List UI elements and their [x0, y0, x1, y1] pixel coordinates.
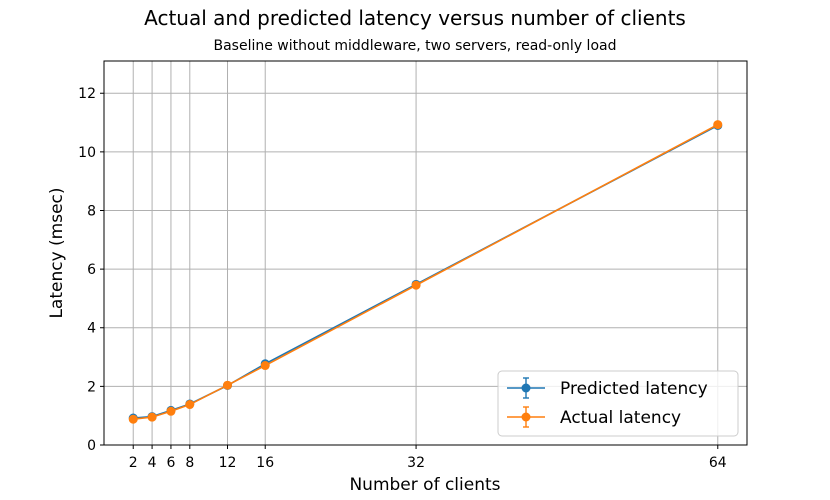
- legend: Predicted latency Actual latency: [497, 370, 739, 437]
- legend-marker: [521, 383, 531, 393]
- series-2-point: [147, 412, 157, 422]
- plot-frame: [103, 60, 748, 446]
- series-2-point: [166, 406, 176, 416]
- series-2-point: [260, 361, 270, 371]
- x-axis-ticks: 2 4 6 8 12 16 32 64: [129, 445, 727, 471]
- legend-label: Predicted latency: [560, 379, 708, 399]
- y-tick-label: 12: [78, 86, 96, 102]
- y-axis-label: Latency (msec): [47, 187, 67, 318]
- y-tick-label: 2: [87, 379, 96, 395]
- series-2-point: [223, 380, 233, 390]
- x-tick-label: 12: [219, 455, 237, 471]
- legend-marker: [521, 412, 531, 422]
- x-tick-label: 6: [166, 455, 175, 471]
- y-tick-label: 8: [87, 203, 96, 219]
- y-axis-ticks: 0 2 4 6 8 10 12: [78, 86, 104, 454]
- series-2-point: [411, 280, 421, 290]
- x-tick-label: 8: [185, 455, 194, 471]
- x-tick-label: 2: [129, 455, 138, 471]
- data-series: [128, 120, 723, 424]
- x-tick-label: 16: [256, 455, 274, 471]
- legend-box: [497, 370, 739, 437]
- x-tick-label: 32: [407, 455, 425, 471]
- y-tick-label: 6: [87, 262, 96, 278]
- x-tick-label: 64: [709, 455, 727, 471]
- series-2-point: [713, 120, 723, 130]
- legend-label: Actual latency: [560, 408, 681, 428]
- y-tick-label: 0: [87, 438, 96, 454]
- chart-subtitle: Baseline without middleware, two servers…: [214, 38, 617, 54]
- x-axis-label: Number of clients: [349, 475, 500, 495]
- y-tick-label: 4: [87, 321, 96, 337]
- series-2-point: [185, 400, 195, 410]
- x-tick-label: 4: [148, 455, 157, 471]
- chart-title: Actual and predicted latency versus numb…: [144, 6, 686, 30]
- y-tick-label: 10: [78, 145, 96, 161]
- series-2-point: [128, 414, 138, 424]
